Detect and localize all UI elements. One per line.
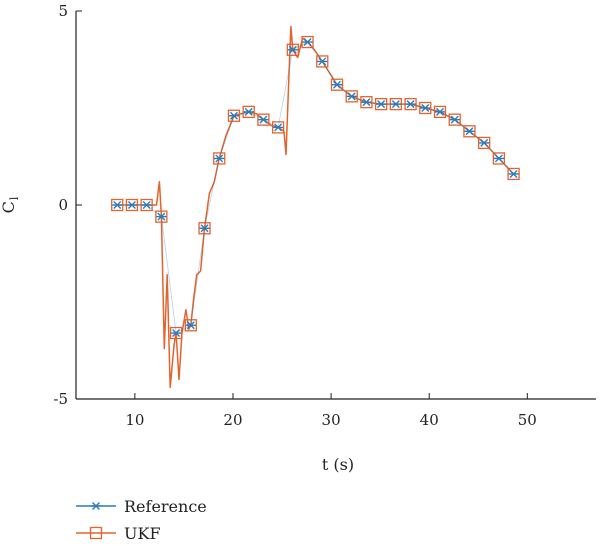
legend-asterisk	[91, 502, 101, 510]
reference-marker	[479, 138, 490, 147]
ukf-marker	[198, 222, 211, 235]
ukf-marker	[463, 125, 476, 138]
reference-marker	[243, 107, 254, 116]
legend-item-ukf: UKF	[76, 524, 161, 543]
ukf-marker	[433, 105, 447, 119]
ukf-marker	[301, 35, 314, 49]
ukf-marker	[360, 96, 373, 109]
legend-marker-reference	[91, 502, 101, 510]
ukf-marker	[419, 101, 432, 115]
reference-marker	[228, 111, 239, 120]
reference-marker	[346, 92, 357, 101]
axis-ticks	[76, 10, 528, 400]
ukf-marker	[155, 210, 168, 223]
ukf-marker	[374, 97, 388, 111]
reference-marker	[156, 212, 167, 221]
x-tick-label: 50	[518, 411, 537, 429]
legend-square	[89, 526, 103, 540]
reference-marker	[361, 98, 372, 107]
reference-marker	[493, 154, 504, 163]
legend: Reference UKF	[76, 497, 207, 543]
reference-marker	[376, 100, 387, 109]
ukf-marker	[389, 97, 402, 111]
ukf-marker	[330, 78, 344, 91]
reference-marker	[214, 154, 225, 163]
reference-marker	[258, 115, 269, 124]
axis-tick-labels: 10 20 30 40 50 -5 0 5	[53, 2, 536, 429]
legend-label-ukf: UKF	[124, 524, 161, 543]
reference-marker	[464, 127, 475, 136]
ukf-marker	[111, 198, 124, 212]
y-tick-label: -5	[53, 390, 68, 408]
ukf-marker	[184, 319, 197, 332]
reference-marker	[317, 57, 328, 66]
ukf-marker	[140, 198, 153, 212]
reference-marker	[185, 321, 196, 330]
ukf-marker	[345, 90, 358, 103]
reference-marker	[141, 201, 152, 209]
reference-marker	[199, 224, 210, 233]
y-axis-label-group: Cl	[0, 196, 21, 213]
ukf-marker	[125, 198, 139, 212]
reference-marker	[171, 329, 182, 338]
ukf-marker	[448, 113, 461, 126]
legend-item-reference: Reference	[76, 497, 207, 516]
x-tick-label: 10	[125, 411, 144, 429]
reference-marker	[405, 100, 416, 109]
x-tick-label: 20	[223, 411, 242, 429]
ukf-marker	[213, 152, 226, 165]
x-tick-label: 40	[420, 411, 439, 429]
legend-marker-ukf	[89, 526, 103, 540]
series-reference	[112, 38, 519, 338]
reference-marker	[331, 80, 342, 89]
ukf-marker	[478, 136, 491, 150]
reference-line	[117, 41, 514, 334]
reference-marker	[302, 38, 313, 47]
reference-marker	[287, 45, 298, 54]
y-tick-label: 5	[58, 2, 68, 20]
reference-marker	[508, 169, 519, 178]
reference-marker	[435, 107, 445, 116]
legend-label-reference: Reference	[124, 497, 207, 516]
ukf-marker	[492, 152, 506, 165]
ukf-marker	[286, 43, 299, 56]
reference-marker	[390, 100, 401, 109]
x-axis-label: t (s)	[322, 455, 354, 474]
reference-marker	[273, 123, 284, 132]
ukf-marker	[404, 97, 417, 111]
ukf-marker	[242, 105, 255, 119]
reference-marker	[112, 201, 123, 209]
ukf-marker	[271, 121, 285, 134]
y-tick-label: 0	[58, 196, 68, 214]
ukf-marker	[507, 167, 520, 181]
reference-marker	[420, 104, 431, 112]
x-tick-label: 30	[322, 411, 341, 429]
ukf-marker	[169, 326, 183, 340]
ukf-marker	[227, 109, 241, 122]
ukf-marker	[316, 55, 329, 68]
ukf-marker	[257, 113, 270, 126]
y-axis-label: Cl	[0, 196, 21, 213]
reference-marker	[126, 201, 137, 209]
reference-marker	[449, 115, 460, 124]
